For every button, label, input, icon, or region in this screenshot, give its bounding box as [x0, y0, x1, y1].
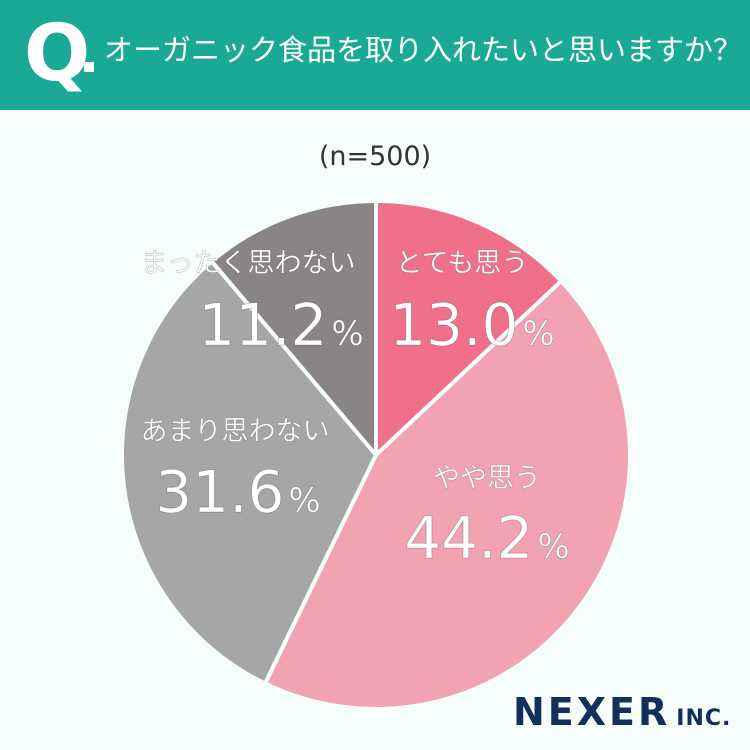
slice-value: 11.2%	[198, 291, 363, 359]
slice-agree	[262, 279, 632, 711]
slice-strong-disagree	[209, 199, 378, 457]
company-logo: NEXER INC.	[513, 690, 731, 734]
question-title: オーガニック食品を取り入れたいと思いますか？	[104, 33, 743, 67]
sample-size-label: (n=500)	[318, 141, 432, 172]
slice-label: やや思う	[433, 463, 541, 494]
slice-label: とても思う	[396, 248, 529, 279]
slice-value: 31.6%	[155, 458, 320, 526]
slice-value: 13.0%	[389, 291, 554, 359]
q-dot	[84, 62, 94, 72]
slice-strong-agree	[374, 199, 564, 457]
header-banner: Q オーガニック食品を取り入れたいと思いますか？	[0, 0, 750, 110]
slice-value: 44.2%	[404, 504, 569, 572]
slice-disagree	[120, 259, 378, 686]
q-mark: Q	[24, 9, 91, 99]
logo-sub: INC.	[676, 706, 732, 731]
logo-main: NEXER	[513, 690, 671, 734]
slice-label: あまり思わない	[141, 416, 330, 447]
slice-label: まったく思わない	[141, 248, 356, 279]
